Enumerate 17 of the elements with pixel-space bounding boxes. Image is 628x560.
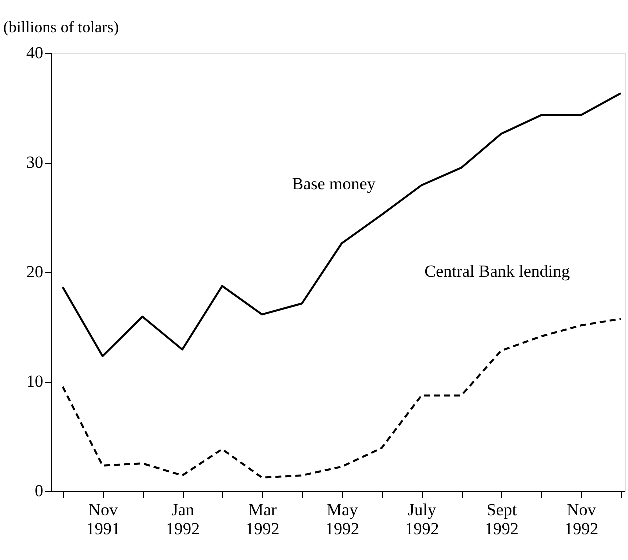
x-tick-label: Jan 1992 (166, 500, 200, 538)
x-tick-label: Sept 1992 (484, 500, 519, 538)
y-tick-label: 20 (26, 262, 44, 282)
y-axis-title: (billions of tolars) (4, 20, 120, 36)
x-tick-label: Nov 1992 (564, 500, 599, 538)
y-tick-label: 40 (26, 44, 44, 62)
y-tick-label: 10 (26, 372, 44, 391)
x-tick-label: Nov 1991 (86, 500, 120, 538)
y-tick-label: 0 (35, 482, 44, 500)
series-label: Base money (292, 174, 376, 194)
y-tick-label: 30 (26, 153, 44, 172)
x-tick-label: May 1992 (325, 500, 360, 538)
line-series (62, 92, 622, 358)
x-tick-label: Mar 1992 (246, 500, 280, 538)
line-series (62, 318, 622, 479)
x-tick-label: July 1992 (405, 500, 440, 538)
text: Central Bank lending (424, 262, 571, 281)
